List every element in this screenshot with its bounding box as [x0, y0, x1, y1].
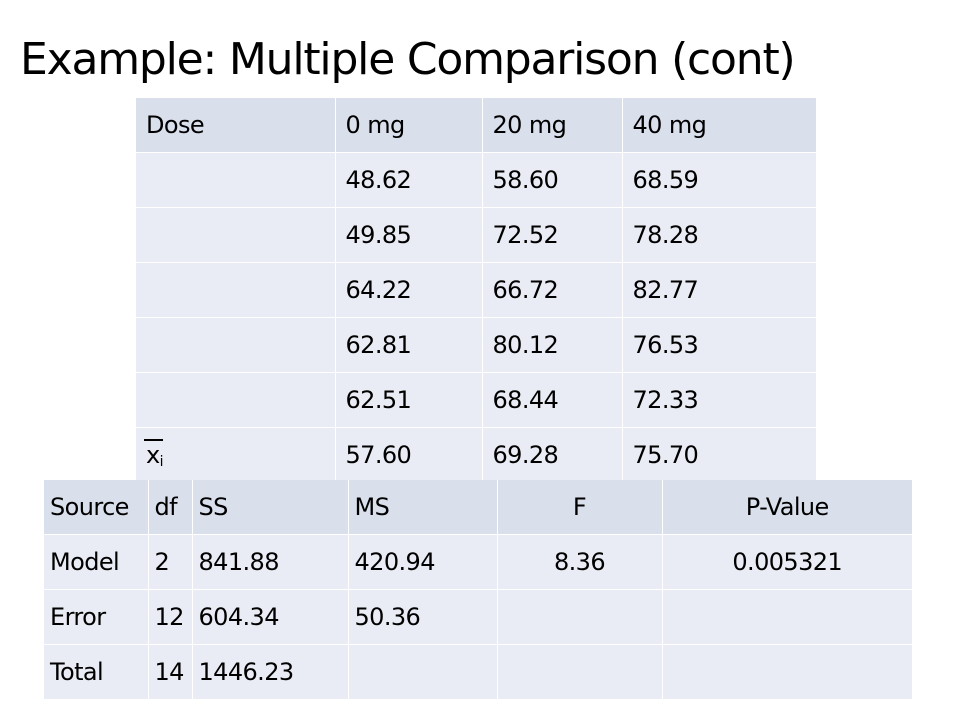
anova-cell: 12 — [148, 589, 193, 645]
row-label-cell — [136, 372, 336, 428]
x-bar-symbol: xi — [144, 439, 164, 470]
data-cell: 58.60 — [482, 152, 623, 208]
row-label-cell — [136, 317, 336, 373]
mean-cell: 75.70 — [622, 427, 816, 482]
anova-header-p-value: P-Value — [662, 480, 912, 535]
anova-cell: 14 — [148, 644, 193, 699]
anova-cell: 841.88 — [192, 534, 349, 590]
dose-header-label: Dose — [136, 98, 336, 153]
data-cell: 62.51 — [335, 372, 483, 428]
anova-cell: Error — [44, 589, 149, 645]
anova-cell: 1446.23 — [192, 644, 349, 699]
anova-cell: Total — [44, 644, 149, 699]
data-cell: 66.72 — [482, 262, 623, 318]
data-cell: 78.28 — [622, 207, 816, 263]
data-cell: 68.44 — [482, 372, 623, 428]
anova-header-ms: MS — [348, 480, 498, 535]
mean-row: xi 57.60 69.28 75.70 — [136, 427, 816, 482]
anova-cell — [662, 644, 912, 699]
data-cell: 48.62 — [335, 152, 483, 208]
data-cell: 76.53 — [622, 317, 816, 373]
anova-cell: 8.36 — [497, 534, 663, 590]
anova-cell: 2 — [148, 534, 193, 590]
data-cell: 72.33 — [622, 372, 816, 428]
row-label-cell — [136, 262, 336, 318]
data-cell: 62.81 — [335, 317, 483, 373]
anova-row-model: Model 2 841.88 420.94 8.36 0.005321 — [44, 534, 912, 590]
table-row: 62.81 80.12 76.53 — [136, 317, 816, 373]
dose-header-row: Dose 0 mg 20 mg 40 mg — [136, 98, 816, 153]
anova-header-ss: SS — [192, 480, 349, 535]
mean-cell: 57.60 — [335, 427, 483, 482]
data-cell: 64.22 — [335, 262, 483, 318]
anova-table: Source df SS MS F P-Value Model 2 841.88… — [44, 480, 912, 699]
anova-cell: 50.36 — [348, 589, 498, 645]
anova-header-row: Source df SS MS F P-Value — [44, 480, 912, 535]
anova-row-error: Error 12 604.34 50.36 — [44, 589, 912, 645]
anova-header-df: df — [148, 480, 193, 535]
mean-label-cell: xi — [136, 427, 336, 482]
table-row: 49.85 72.52 78.28 — [136, 207, 816, 263]
mean-cell: 69.28 — [482, 427, 623, 482]
anova-cell — [497, 644, 663, 699]
anova-cell: 604.34 — [192, 589, 349, 645]
dose-header-40mg: 40 mg — [622, 98, 816, 153]
dose-header-20mg: 20 mg — [482, 98, 623, 153]
dose-data-table: Dose 0 mg 20 mg 40 mg 48.62 58.60 68.59 … — [136, 98, 816, 482]
anova-cell: 420.94 — [348, 534, 498, 590]
anova-row-total: Total 14 1446.23 — [44, 644, 912, 699]
x-bar-letter: x — [146, 441, 160, 469]
table-row: 64.22 66.72 82.77 — [136, 262, 816, 318]
anova-cell — [497, 589, 663, 645]
dose-header-0mg: 0 mg — [335, 98, 483, 153]
anova-cell — [662, 589, 912, 645]
anova-cell — [348, 644, 498, 699]
anova-header-f: F — [497, 480, 663, 535]
data-cell: 72.52 — [482, 207, 623, 263]
table-row: 48.62 58.60 68.59 — [136, 152, 816, 208]
data-cell: 68.59 — [622, 152, 816, 208]
x-bar-subscript: i — [159, 454, 164, 470]
data-cell: 82.77 — [622, 262, 816, 318]
anova-header-source: Source — [44, 480, 149, 535]
data-cell: 49.85 — [335, 207, 483, 263]
anova-cell: Model — [44, 534, 149, 590]
anova-cell: 0.005321 — [662, 534, 912, 590]
slide-title: Example: Multiple Comparison (cont) — [20, 34, 796, 85]
row-label-cell — [136, 152, 336, 208]
data-cell: 80.12 — [482, 317, 623, 373]
table-row: 62.51 68.44 72.33 — [136, 372, 816, 428]
row-label-cell — [136, 207, 336, 263]
